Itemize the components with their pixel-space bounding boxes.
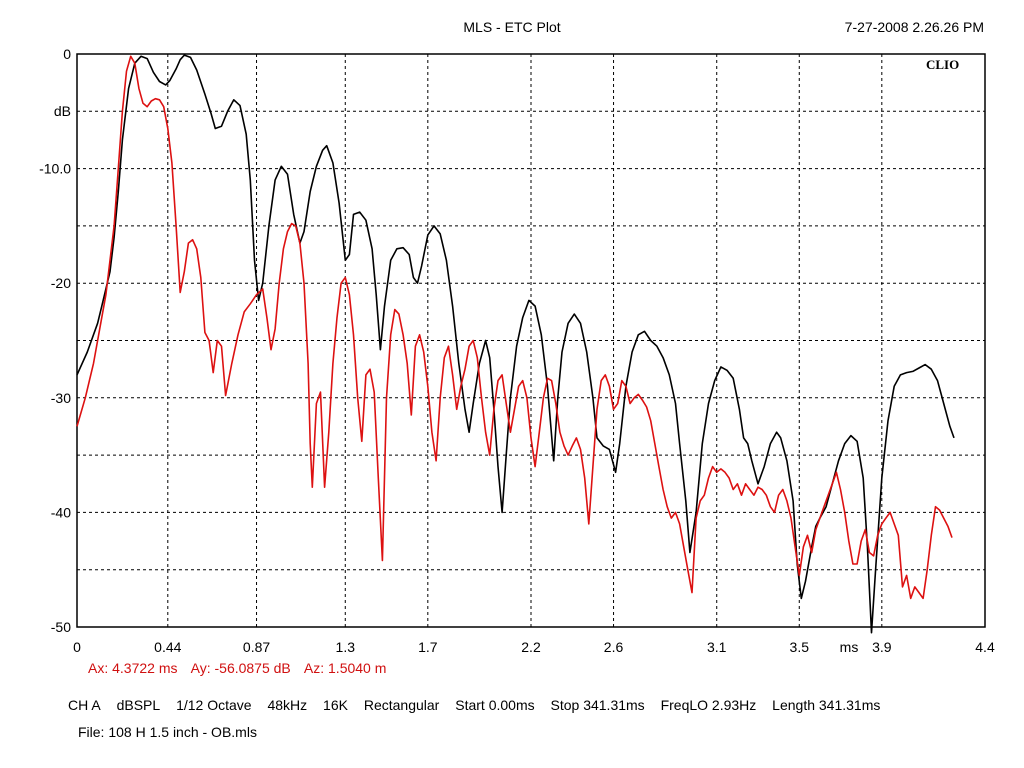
series-line-2 [76,55,953,600]
x-tick-label: 2.2 [521,639,541,655]
setting-channel: CH A [68,697,101,713]
setting-rate: 48kHz [267,697,308,713]
series-layer [76,54,955,634]
y-axis-label: dB [54,103,71,119]
measurement-datetime: 7-27-2008 2.26.26 PM [844,19,984,35]
y-tick-label: 0 [63,46,71,62]
x-tick-label: 3.5 [790,639,810,655]
x-tick-label: 3.1 [707,639,727,655]
x-tick-label: 1.3 [336,639,356,655]
y-tick-label: -10.0 [39,161,71,177]
setting-smoothing: 1/12 Octave [176,697,252,713]
y-tick-label: -50 [51,619,71,635]
file-name: File: 108 H 1.5 inch - OB.mls [78,724,257,740]
clio-logo: CLIO [926,57,960,72]
setting-stop: Stop 341.31ms [550,697,645,713]
x-axis-label: ms [840,639,859,655]
setting-window: Rectangular [363,697,440,713]
x-tick-labels: 0 0.44 0.87 1.3 1.7 2.2 2.6 3.1 3.5 3.9 4.4 [73,639,995,655]
cursor-readout: Ax: 4.3722 ms Ay: -56.0875 dB Az: 1.5040… [88,660,396,676]
setting-length: Length 341.31ms [772,697,881,713]
setting-size: 16K [323,697,348,713]
etc-chart[interactable]: 0 0.44 0.87 1.3 1.7 2.2 2.6 3.1 3.5 3.9 4.4 0 -10.0… [0,0,1024,660]
x-tick-label: 4.4 [975,639,995,655]
y-tick-labels: 0 -10.0 -20 -30 -40 -50 [39,46,71,635]
x-tick-label: 0.87 [243,639,270,655]
chart-title: MLS - ETC Plot [463,19,561,35]
measurement-settings: CH A dBSPL 1/12 Octave 48kHz 16K Rectang… [68,697,892,713]
x-tick-label: 0 [73,639,81,655]
cursor-ay: Ay: -56.0875 dB [190,660,291,676]
y-tick-label: -20 [51,275,71,291]
x-tick-label: 3.9 [872,639,892,655]
cursor-ax: Ax: 4.3722 ms [88,660,178,676]
y-tick-label: -40 [51,504,71,520]
setting-start: Start 0.00ms [455,697,535,713]
cursor-az: Az: 1.5040 m [303,660,387,676]
setting-freqlo: FreqLO 2.93Hz [660,697,757,713]
x-tick-label: 2.6 [604,639,624,655]
y-tick-label: -30 [51,390,71,406]
setting-units: dBSPL [116,697,161,713]
grid-lines [77,54,985,627]
x-tick-label: 1.7 [418,639,438,655]
series-line-1 [76,54,955,634]
plot-frame [76,53,986,628]
x-tick-label: 0.44 [154,639,181,655]
